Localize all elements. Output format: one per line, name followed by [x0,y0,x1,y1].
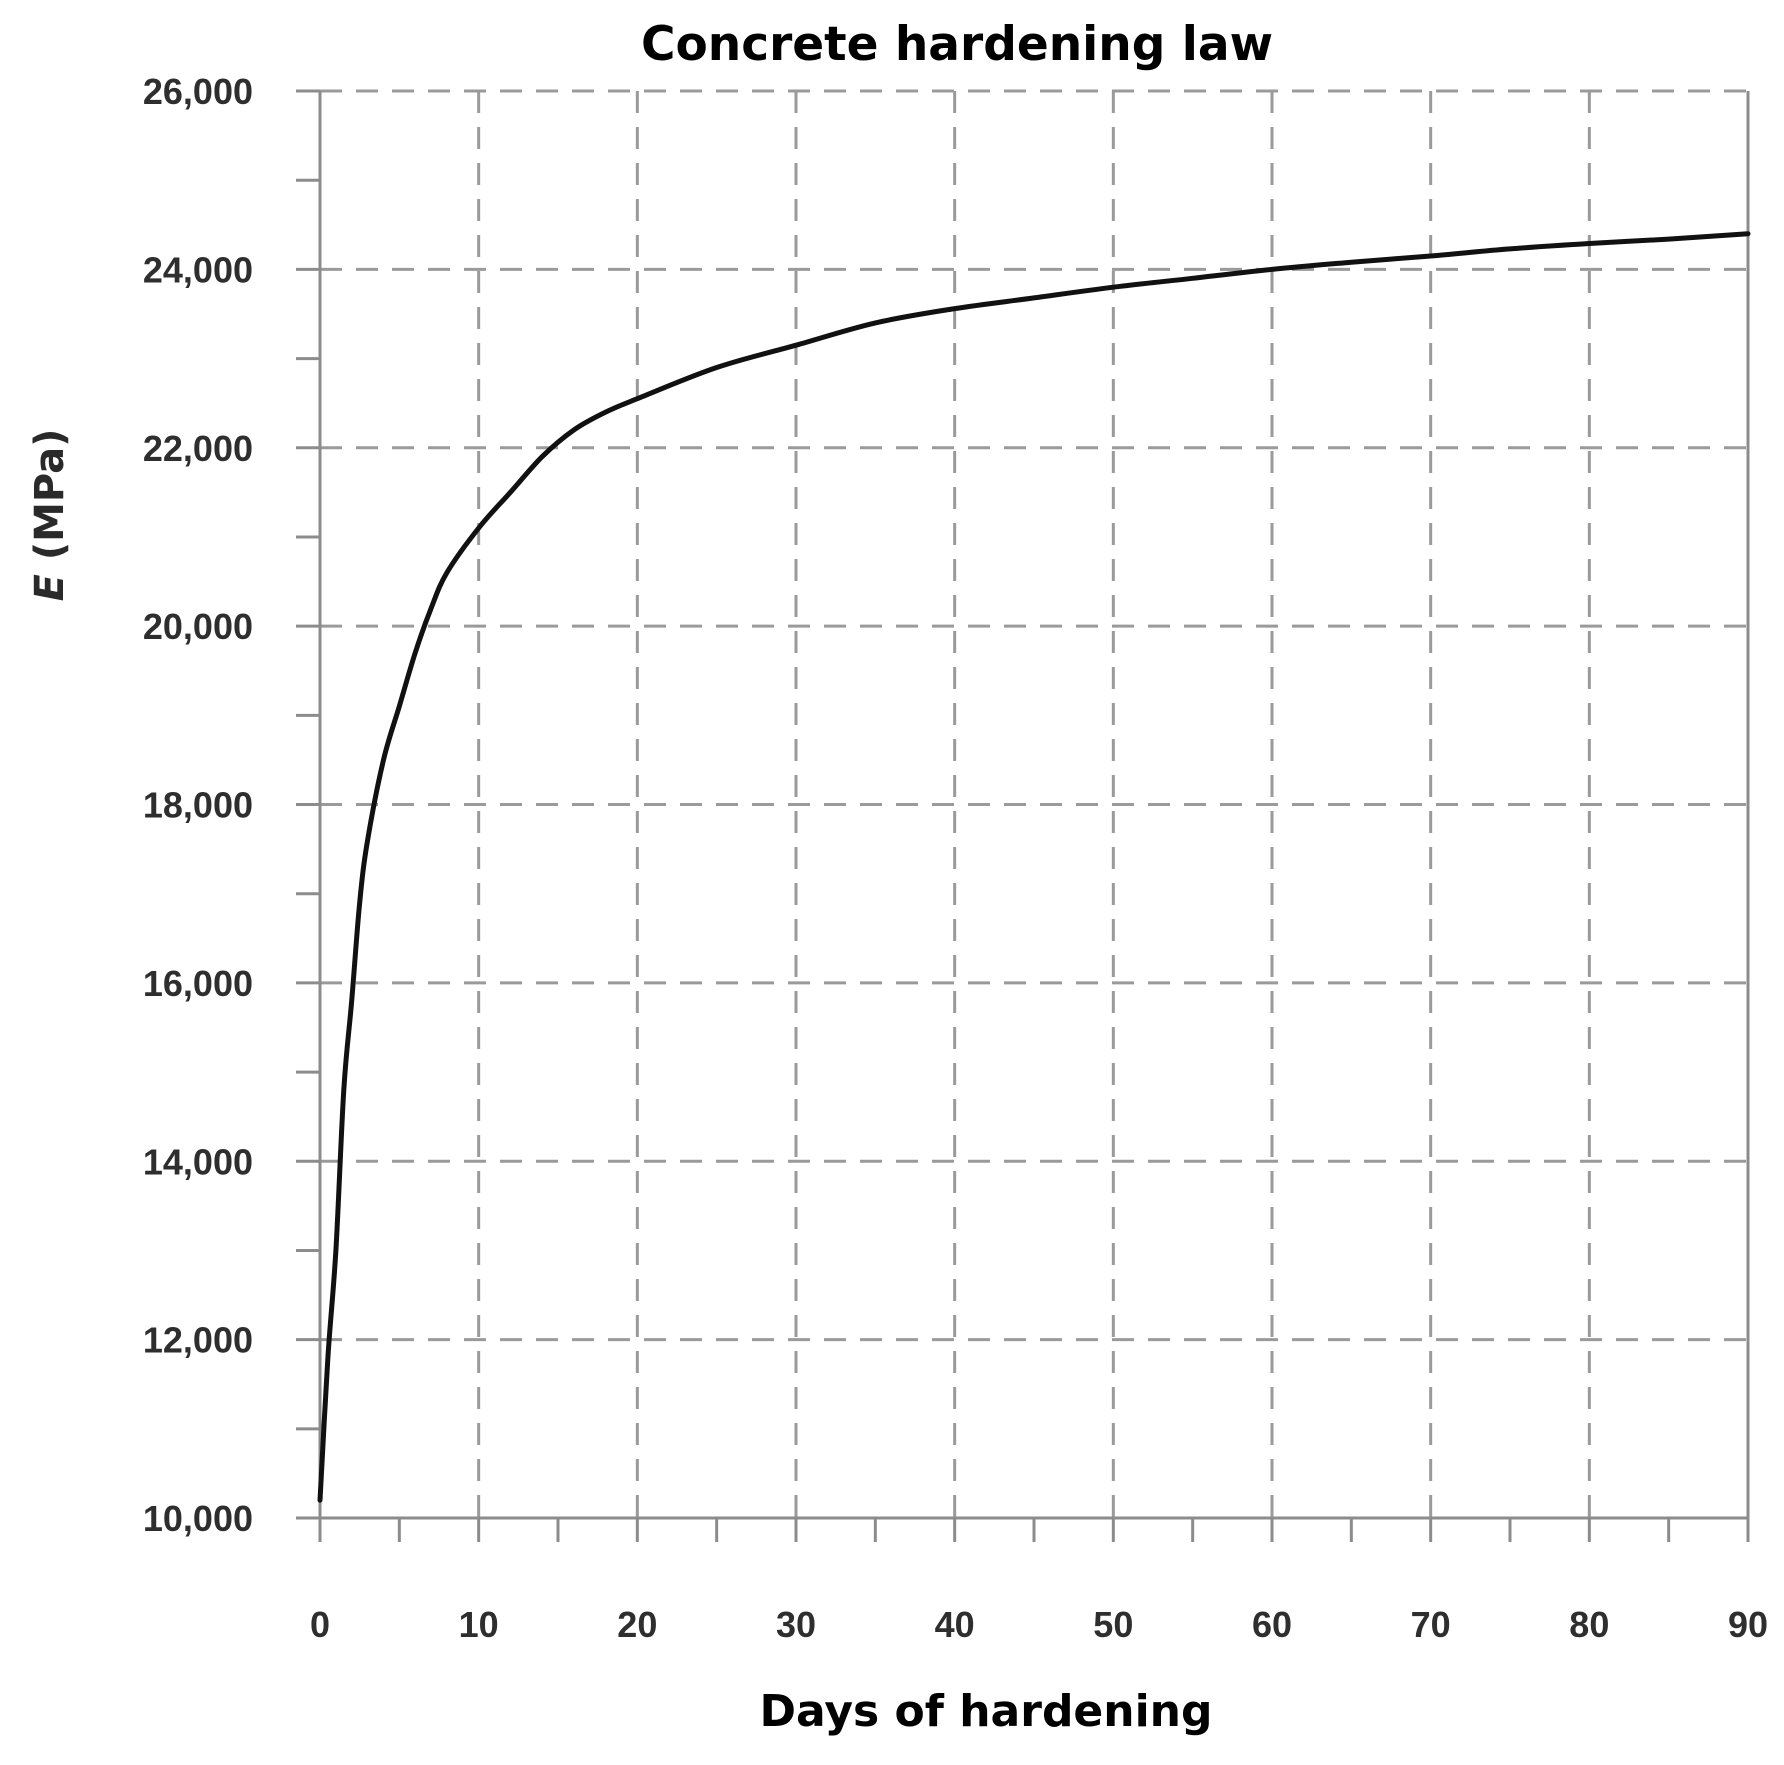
y-tick-label: 20,000 [143,606,253,647]
x-tick-label: 0 [310,1604,330,1645]
chart-title: Concrete hardening law [641,17,1273,72]
x-tick-label: 20 [617,1604,657,1645]
series-line [317,231,1751,1503]
x-tick-label: 80 [1569,1604,1609,1645]
y-axis-title: E (MPa) [27,429,73,602]
y-tick-label: 16,000 [143,963,253,1004]
y-tick-label: 24,000 [143,249,253,290]
y-tick-label: 22,000 [143,428,253,469]
y-tick-label: 14,000 [143,1141,253,1182]
y-axis-unit: (MPa) [27,429,73,575]
y-tick-label: 18,000 [143,785,253,826]
x-tick-label: 40 [935,1604,975,1645]
tick-marks [296,89,1750,1542]
x-tick-label: 70 [1411,1604,1451,1645]
tick-labels: 10,000 12,000 14,000 16,000 18,000 20,000 22,0… [143,71,1768,1645]
x-tick-label: 30 [776,1604,816,1645]
y-tick-label: 10,000 [143,1498,253,1539]
series-group [317,231,1751,1503]
y-axis-symbol: E [27,574,73,601]
x-axis-title: Days of hardening [759,1686,1212,1737]
y-tick-label: 26,000 [143,71,253,112]
x-tick-label: 60 [1252,1604,1292,1645]
x-tick-label: 50 [1093,1604,1133,1645]
y-tick-label: 12,000 [143,1320,253,1361]
x-tick-label: 90 [1728,1604,1768,1645]
x-tick-label: 10 [459,1604,499,1645]
